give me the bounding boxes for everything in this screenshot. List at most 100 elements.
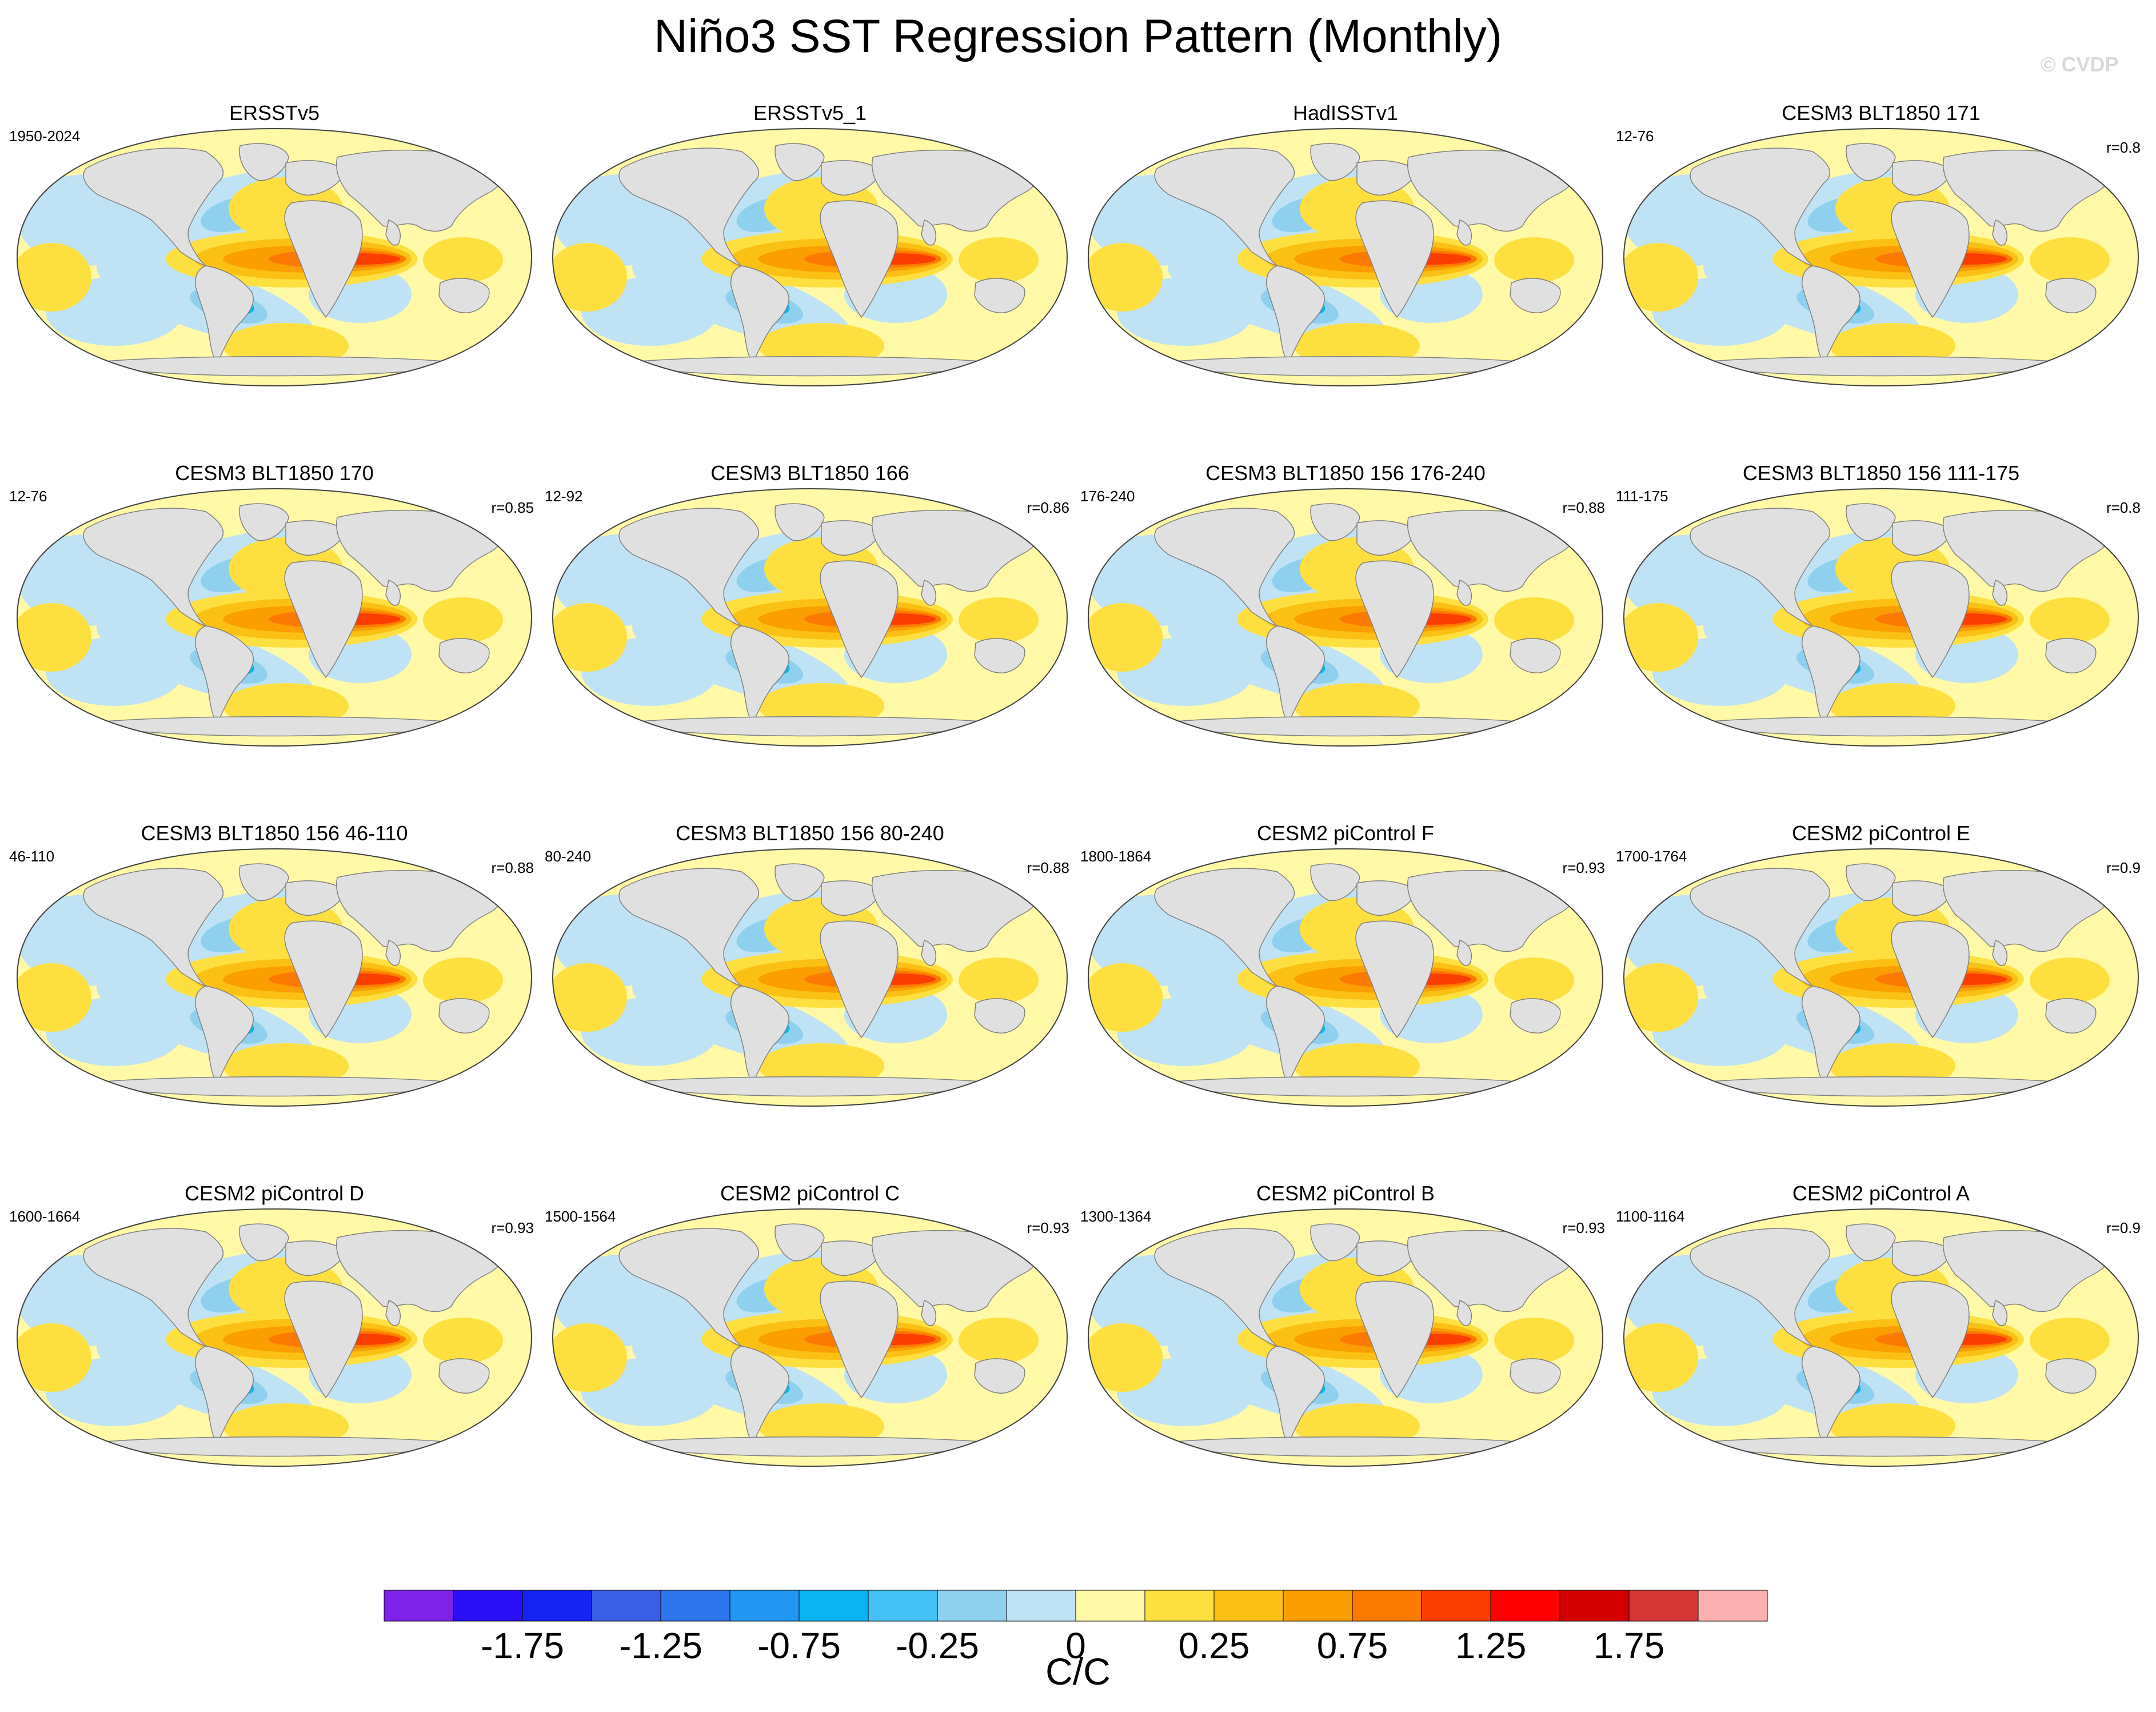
map-outline: [1087, 1208, 1604, 1467]
panel-title: ERSSTv5_1: [753, 101, 867, 125]
colorbar-swatch: [591, 1590, 661, 1622]
colorbar-swatch: [1213, 1590, 1284, 1622]
panel-period: 1800-1864: [1080, 848, 1152, 865]
panel-title: CESM2 piControl C: [720, 1182, 900, 1205]
colorbar-swatch: [937, 1590, 1007, 1622]
panel-title: CESM3 BLT1850 156 111-175: [1742, 461, 2020, 485]
colorbar-tick-label: 0.75: [1316, 1625, 1388, 1666]
colorbar-swatch: [384, 1590, 454, 1622]
watermark: © CVDP: [2041, 53, 2119, 76]
panel-period: 1100-1164: [1616, 1208, 1685, 1225]
panel-title: CESM2 piControl B: [1256, 1182, 1435, 1205]
colorbar-swatch: [1421, 1590, 1491, 1622]
panel-period: 1600-1664: [9, 1208, 81, 1225]
map-panel: [17, 849, 532, 1106]
panel-pattern-correlation: r=0.88: [491, 859, 534, 876]
map-panel: [553, 1209, 1067, 1466]
map-outline: [16, 1208, 533, 1467]
map-panel: [553, 489, 1067, 746]
colorbar-tick-label: -0.25: [896, 1625, 979, 1666]
map-panel: [1088, 1209, 1603, 1466]
colorbar-units: C/C: [1045, 1650, 1111, 1693]
colorbar-swatch: [522, 1590, 592, 1622]
map-panel: [1624, 129, 2138, 386]
colorbar-tick-label: -0.75: [757, 1625, 841, 1666]
colorbar-tick-label: -1.25: [619, 1625, 702, 1666]
panel-title: CESM3 BLT1850 156 176-240: [1205, 461, 1486, 485]
map-panel: [1088, 129, 1603, 386]
panel-pattern-correlation: r=0.93: [491, 1219, 534, 1236]
colorbar-swatch: [1559, 1590, 1630, 1622]
panel-title: CESM2 piControl F: [1256, 821, 1435, 845]
colorbar-swatch: [1490, 1590, 1560, 1622]
panel-period: 1700-1764: [1616, 848, 1687, 865]
colorbar-swatch: [1283, 1590, 1353, 1622]
panel-pattern-correlation: r=0.88: [1562, 499, 1605, 516]
panel-period: 111-175: [1616, 488, 1668, 505]
map-outline: [1087, 127, 1604, 387]
panel-pattern-correlation: r=0.93: [1562, 859, 1605, 876]
colorbar-tick-label: 1.25: [1455, 1625, 1527, 1666]
panel-period: 12-76: [9, 488, 47, 505]
colorbar-swatch: [1144, 1590, 1215, 1622]
panel-title: CESM3 BLT1850 166: [710, 461, 909, 485]
colorbar-swatch: [1698, 1590, 1768, 1622]
map-outline: [552, 1208, 1068, 1467]
panel-period: 80-240: [545, 848, 591, 865]
map-outline: [1087, 848, 1604, 1107]
map-panel: [1088, 849, 1603, 1106]
panel-title: HadISSTv1: [1292, 101, 1399, 125]
panel-title: CESM2 piControl E: [1791, 821, 1971, 845]
panel-period: 1950-2024: [9, 127, 81, 145]
map-outline: [1623, 127, 2139, 387]
colorbar-swatch: [453, 1590, 523, 1622]
map-panel: [1088, 489, 1603, 746]
panel-title: CESM2 piControl A: [1792, 1182, 1970, 1205]
map-outline: [1087, 488, 1604, 747]
panel-pattern-correlation: r=0.8: [2106, 499, 2141, 516]
panel-period: 12-76: [1616, 127, 1654, 145]
map-panel: [553, 849, 1067, 1106]
map-outline: [552, 127, 1068, 387]
panel-period: 1300-1364: [1080, 1208, 1152, 1225]
map-panel: [1624, 849, 2138, 1106]
map-outline: [1623, 848, 2139, 1107]
map-outline: [1623, 1208, 2139, 1467]
panel-pattern-correlation: r=0.93: [1027, 1219, 1069, 1236]
colorbar-swatch: [1628, 1590, 1699, 1622]
map-outline: [16, 488, 533, 747]
panel-pattern-correlation: r=0.9: [2106, 859, 2141, 876]
panel-period: 176-240: [1080, 488, 1135, 505]
colorbar-swatch: [868, 1590, 938, 1622]
colorbar-swatch: [798, 1590, 869, 1622]
colorbar-swatch: [1075, 1590, 1145, 1622]
map-outline: [1623, 488, 2139, 747]
map-panel: [1624, 489, 2138, 746]
panel-pattern-correlation: r=0.85: [491, 499, 534, 516]
map-outline: [16, 127, 533, 387]
colorbar-swatch: [660, 1590, 730, 1622]
panel-title: CESM2 piControl D: [184, 1182, 365, 1205]
map-panel: [17, 129, 532, 386]
map-outline: [16, 848, 533, 1107]
panel-pattern-correlation: r=0.9: [2106, 1219, 2141, 1236]
panel-title: CESM3 BLT1850 171: [1782, 101, 1981, 125]
panel-period: 1500-1564: [545, 1208, 616, 1225]
figure-title: Niño3 SST Regression Pattern (Monthly): [653, 10, 1503, 62]
panel-period: 12-92: [545, 488, 583, 505]
map-panel: [17, 489, 532, 746]
colorbar-swatch: [1006, 1590, 1076, 1622]
panel-title: CESM3 BLT1850 156 46-110: [141, 821, 408, 845]
panel-title: CESM3 BLT1850 156 80-240: [676, 821, 944, 845]
colorbar-swatch: [1352, 1590, 1422, 1622]
colorbar-tick-label: 0: [1065, 1625, 1086, 1666]
colorbar-tick-label: 0.25: [1178, 1625, 1250, 1666]
panel-pattern-correlation: r=0.8: [2106, 139, 2141, 156]
panel-pattern-correlation: r=0.88: [1027, 859, 1069, 876]
panel-pattern-correlation: r=0.93: [1562, 1219, 1605, 1236]
map-panel: [17, 1209, 532, 1466]
map-outline: [552, 488, 1068, 747]
colorbar-tick-label: 1.75: [1593, 1625, 1665, 1666]
